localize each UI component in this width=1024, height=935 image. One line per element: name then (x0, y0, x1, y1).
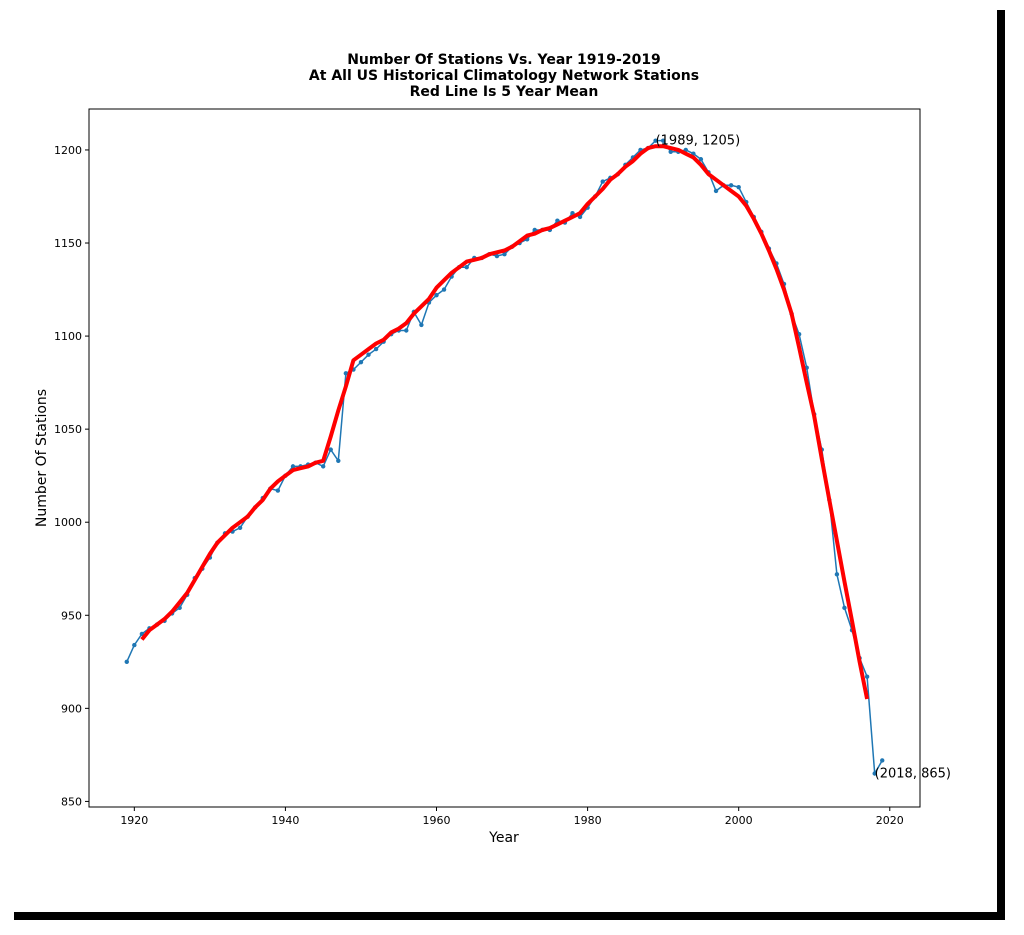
data-point (464, 265, 469, 270)
data-point (842, 605, 847, 611)
chart-title-line-1: Number Of Stations Vs. Year 1919-2019 (347, 52, 661, 68)
data-point (668, 149, 673, 155)
data-point (343, 371, 349, 376)
data-point (419, 322, 424, 328)
data-point (336, 458, 341, 463)
x-axis: 1920 1940 1960 1980 2000 2020 (120, 807, 904, 827)
x-tick-label: 1960 (423, 814, 451, 827)
data-point (320, 464, 326, 469)
y-tick-label: 900 (61, 702, 82, 715)
data-point (713, 188, 719, 194)
annotation-peak: (1989, 1205) (656, 134, 741, 149)
y-axis-label: Number Of Stations (34, 389, 50, 527)
data-point (275, 488, 281, 493)
data-point (872, 771, 877, 776)
data-point (736, 184, 741, 190)
x-tick-label: 2020 (876, 814, 904, 827)
frame-shadow-right (997, 10, 1005, 920)
x-tick-label: 1920 (120, 814, 148, 827)
plot-area (88, 108, 921, 808)
annotation-low: (2018, 865) (875, 766, 951, 781)
data-point (864, 674, 870, 679)
y-tick-label: 850 (61, 795, 82, 808)
data-point (132, 642, 137, 648)
data-point (880, 758, 885, 763)
series-line-5yr-mean (140, 144, 870, 700)
x-tick-label: 2000 (725, 814, 753, 827)
data-point (834, 572, 840, 577)
data-point (728, 183, 734, 188)
data-point (328, 447, 333, 452)
y-tick-label: 1150 (54, 237, 82, 250)
data-point (404, 328, 409, 333)
data-point (358, 359, 364, 365)
data-point (502, 251, 507, 257)
data-point (366, 352, 371, 357)
y-axis: 850 900 950 1000 1050 1100 1150 1200 (54, 144, 89, 808)
data-point (698, 157, 704, 162)
data-point (290, 464, 296, 469)
y-tick-label: 1100 (54, 330, 82, 343)
x-tick-label: 1980 (574, 814, 602, 827)
data-point (600, 179, 605, 184)
x-axis-label: Year (488, 830, 519, 846)
x-tick-label: 1940 (271, 814, 299, 827)
data-point (237, 525, 243, 530)
data-point (660, 138, 666, 143)
data-point (494, 253, 500, 259)
data-point (124, 659, 129, 665)
chart-title-line-2: At All US Historical Climatology Network… (309, 68, 699, 84)
data-point (434, 292, 439, 298)
y-tick-label: 1200 (54, 144, 82, 157)
data-point (653, 138, 658, 143)
chart-title-line-3: Red Line Is 5 Year Mean (410, 84, 599, 100)
y-tick-label: 950 (61, 609, 82, 622)
series-layer (124, 138, 885, 776)
y-tick-label: 1000 (54, 516, 82, 529)
annotation-layer: (1989, 1205) (2018, 865) (656, 134, 951, 782)
y-tick-label: 1050 (54, 423, 82, 436)
frame-shadow-bottom (14, 912, 1005, 920)
data-point (373, 346, 379, 352)
data-point (441, 287, 447, 292)
